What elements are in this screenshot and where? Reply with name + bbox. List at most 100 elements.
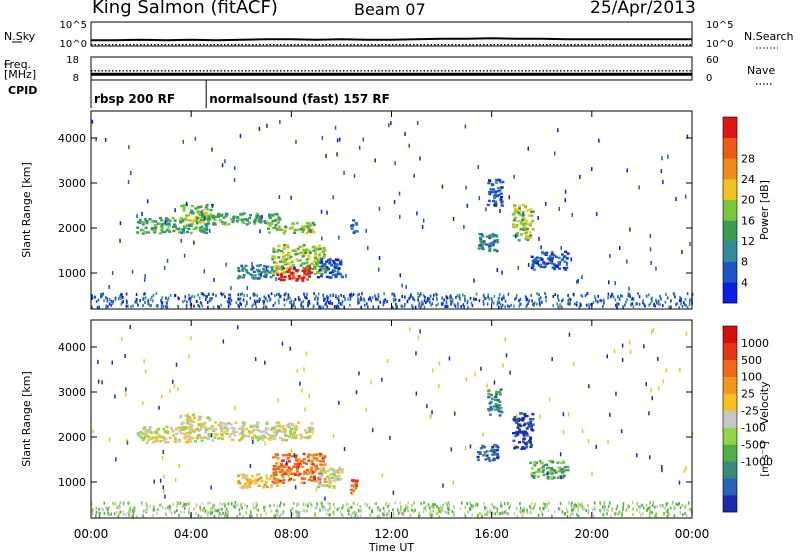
time-axis-label: Time UT <box>368 541 414 554</box>
power-cell <box>252 303 255 307</box>
velocity-cell <box>619 510 622 514</box>
power-cell <box>552 304 554 308</box>
power-cell <box>282 247 285 250</box>
velocity-cell <box>196 435 199 438</box>
velocity-cell <box>651 396 653 401</box>
velocity-cell <box>525 427 529 430</box>
power-cell <box>538 297 540 301</box>
velocity-cell <box>450 447 452 452</box>
power-cell <box>279 295 281 299</box>
power-cell <box>530 266 534 270</box>
velocity-cell <box>186 502 189 506</box>
velocity-cell <box>211 506 214 509</box>
power-cell <box>549 261 553 264</box>
velocity-cell <box>432 506 435 509</box>
velocity-cell <box>276 504 279 508</box>
power-cell <box>150 226 154 230</box>
velocity-cell <box>303 461 306 464</box>
power-cell <box>136 300 138 304</box>
velocity-cell <box>568 501 570 505</box>
power-cell <box>306 292 308 296</box>
velocity-cell <box>551 459 555 463</box>
power-cell <box>182 219 185 222</box>
velocity-cell <box>240 473 244 476</box>
velocity-cell <box>313 469 317 472</box>
velocity-cell <box>482 454 486 457</box>
velocity-cell <box>141 432 145 435</box>
velocity-cell <box>193 416 197 420</box>
power-cell <box>264 274 268 277</box>
power-cell <box>263 219 267 223</box>
power-cell <box>326 267 330 271</box>
velocity-cell <box>323 471 327 474</box>
velocity-cell <box>215 509 217 513</box>
power-colorbar-frame <box>722 116 738 304</box>
power-cell <box>585 303 588 307</box>
velocity-cell <box>593 514 595 518</box>
velocity-cell <box>204 511 206 514</box>
velocity-cell <box>162 438 166 442</box>
power-cell <box>469 296 472 300</box>
velocity-cell <box>220 432 224 436</box>
velocity-cell <box>314 513 316 517</box>
velocity-cell <box>683 468 686 473</box>
power-cell <box>551 266 555 269</box>
velocity-cell <box>291 507 294 510</box>
velocity-cell <box>142 401 144 406</box>
power-cell <box>528 231 532 234</box>
velocity-cell <box>332 512 335 516</box>
velocity-cell <box>252 502 254 506</box>
velocity-cell <box>298 433 302 437</box>
power-cell <box>628 293 631 297</box>
velocity-cell <box>342 514 344 518</box>
power-cell <box>294 248 298 251</box>
velocity-cell <box>497 391 501 394</box>
power-cell <box>186 300 188 304</box>
power-cell <box>378 256 381 260</box>
velocity-cell <box>615 391 617 396</box>
velocity-cell <box>307 435 310 438</box>
power-cell <box>327 258 330 262</box>
power-cell <box>562 255 566 259</box>
velocity-cell <box>188 507 190 511</box>
velocity-cell <box>213 421 217 424</box>
velocity-cell <box>187 426 191 429</box>
velocity-cell <box>185 418 189 422</box>
power-cell <box>552 254 556 257</box>
power-cell <box>204 223 208 226</box>
power-cell <box>322 256 326 259</box>
power-cell <box>493 193 497 196</box>
power-cell <box>206 217 210 221</box>
power-cell <box>141 228 145 232</box>
power-cell <box>112 300 114 304</box>
power-cell <box>531 263 535 266</box>
power-cell <box>659 294 661 298</box>
velocity-cell <box>609 412 611 417</box>
power-cell <box>180 217 184 220</box>
power-cell <box>536 302 538 306</box>
velocity-cell <box>125 392 127 397</box>
power-cell <box>360 305 362 309</box>
velocity-cell <box>239 486 243 489</box>
power-cell <box>199 205 203 208</box>
velocity-cell <box>166 505 169 509</box>
velocity-ytick-label: 3000 <box>58 386 86 399</box>
power-cell <box>288 262 291 265</box>
power-cell <box>284 293 286 297</box>
power-colorbar-swatch <box>723 117 737 138</box>
velocity-cell <box>235 505 237 509</box>
power-cell <box>411 296 414 300</box>
power-cell <box>179 228 183 231</box>
velocity-cell <box>515 432 519 436</box>
velocity-cell <box>285 439 289 442</box>
power-cell <box>239 301 241 305</box>
power-cell <box>408 143 410 148</box>
velocity-cell <box>251 438 254 441</box>
velocity-cell <box>250 425 254 428</box>
velocity-cell <box>189 514 192 518</box>
power-cell <box>310 229 312 233</box>
power-cell <box>99 292 102 296</box>
power-cell <box>531 264 535 268</box>
velocity-cell <box>499 388 503 391</box>
power-cell <box>336 296 339 300</box>
